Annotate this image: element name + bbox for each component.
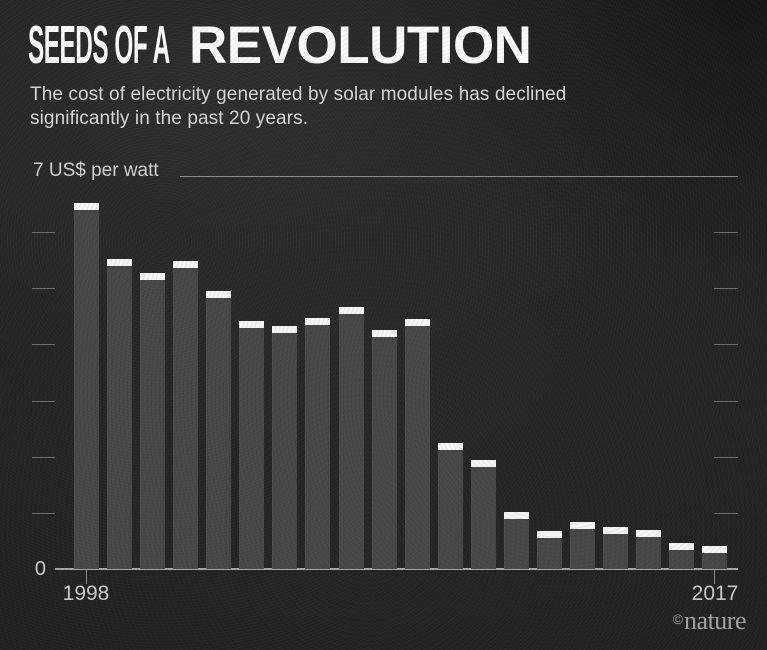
bar-cap xyxy=(140,273,165,280)
y-axis-max-label: 7 US$ per watt xyxy=(33,160,159,181)
y-axis-tick-right-5 xyxy=(714,288,738,289)
bar-2015 xyxy=(636,530,661,569)
y-axis-tick-left-1 xyxy=(32,513,55,514)
bar-2014 xyxy=(603,527,628,569)
bar-2003 xyxy=(239,321,264,569)
title-part-extended: REVOLUTION xyxy=(189,16,532,75)
bar-2005 xyxy=(305,318,330,569)
bar-1999 xyxy=(107,259,132,569)
y-axis-tick-left-4 xyxy=(32,344,55,345)
copyright-icon: © xyxy=(672,611,684,627)
bar-cap xyxy=(74,203,99,210)
y-axis-top-gridline xyxy=(180,176,738,177)
y-axis-tick-right-6 xyxy=(714,232,738,233)
bar-cap xyxy=(702,546,727,553)
bar-2002 xyxy=(206,291,231,569)
subtitle-line-2: significantly in the past 20 years. xyxy=(30,108,309,129)
page-title: SEEDS OF A REVOLUTION xyxy=(28,16,532,75)
bar-cap xyxy=(305,318,330,325)
x-axis-line xyxy=(55,568,738,570)
bar-2009 xyxy=(438,443,463,569)
bar-cap xyxy=(239,321,264,328)
bar-2006 xyxy=(339,307,364,569)
y-axis-tick-left-5 xyxy=(32,288,55,289)
bar-cap xyxy=(405,319,430,326)
bar-2011 xyxy=(504,512,529,569)
bar-2001 xyxy=(173,261,198,569)
bar-cap xyxy=(438,443,463,450)
bar-2010 xyxy=(471,460,496,569)
bar-2007 xyxy=(372,330,397,569)
bar-cap xyxy=(173,261,198,268)
bar-2000 xyxy=(140,273,165,569)
bar-cap xyxy=(272,326,297,333)
nature-logo: nature xyxy=(684,606,746,635)
bar-cap xyxy=(504,512,529,519)
bar-2004 xyxy=(272,326,297,569)
y-axis-zero-label: 0 xyxy=(34,558,46,580)
bar-cap xyxy=(669,543,694,550)
bar-cap xyxy=(603,527,628,534)
bar-cap xyxy=(537,531,562,538)
y-axis-tick-right-4 xyxy=(714,344,738,345)
bar-2013 xyxy=(570,522,595,569)
bar-cap xyxy=(471,460,496,467)
title-part-condensed: SEEDS OF A xyxy=(28,15,170,75)
bar-cap xyxy=(107,259,132,266)
subtitle-line-1: The cost of electricity generated by sol… xyxy=(30,84,567,105)
bar-cap xyxy=(206,291,231,298)
y-axis-tick-right-2 xyxy=(714,457,738,458)
bar-1998 xyxy=(74,203,99,569)
y-axis-tick-left-6 xyxy=(32,232,55,233)
y-axis-tick-right-3 xyxy=(714,401,738,402)
bar-cap xyxy=(636,530,661,537)
x-axis-tick-1998 xyxy=(86,570,87,584)
x-axis-label-last: 2017 xyxy=(691,582,739,605)
nature-credit: ©nature xyxy=(672,606,747,636)
x-axis-tick-2017 xyxy=(714,570,715,584)
bar-2012 xyxy=(537,531,562,569)
x-axis-label-first: 1998 xyxy=(62,582,110,605)
chart-subtitle: The cost of electricity generated by sol… xyxy=(30,83,566,131)
bar-2008 xyxy=(405,319,430,569)
title-part-condensed-wrap: SEEDS OF A xyxy=(28,18,181,72)
bar-2017 xyxy=(702,546,727,569)
bar-cap xyxy=(339,307,364,314)
y-axis-tick-left-2 xyxy=(32,457,55,458)
y-axis-tick-right-1 xyxy=(714,513,738,514)
bar-2016 xyxy=(669,543,694,569)
bar-cap xyxy=(372,330,397,337)
y-axis-tick-left-3 xyxy=(32,401,55,402)
bar-cap xyxy=(570,522,595,529)
